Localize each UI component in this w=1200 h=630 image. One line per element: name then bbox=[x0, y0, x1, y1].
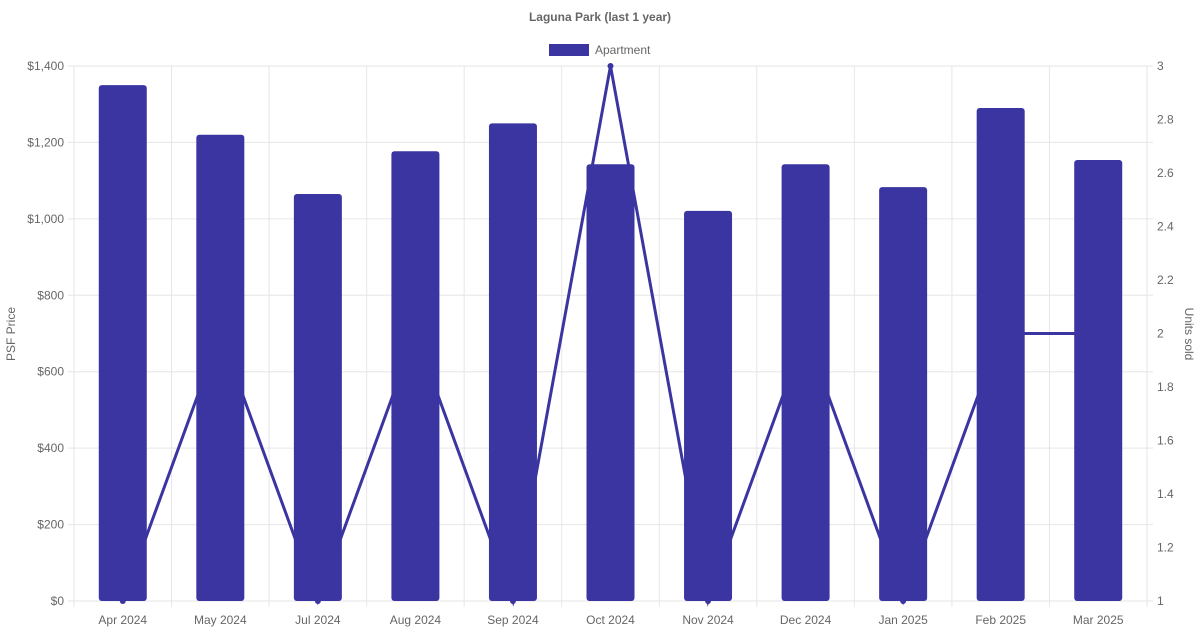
line-point bbox=[217, 330, 224, 337]
y-left-tick-label: $800 bbox=[37, 288, 64, 302]
x-tick-label: Jul 2024 bbox=[295, 613, 341, 627]
y-right-tick-label: 1.8 bbox=[1157, 380, 1174, 394]
y-right-tick-label: 1 bbox=[1157, 594, 1164, 608]
bar bbox=[684, 210, 733, 601]
y-right-tick-label: 2 bbox=[1157, 327, 1164, 341]
bar bbox=[391, 151, 440, 602]
x-tick-label: Jan 2025 bbox=[878, 613, 928, 627]
line-point bbox=[802, 330, 809, 337]
y-left-tick-label: $1,400 bbox=[27, 59, 64, 73]
line-point bbox=[900, 598, 907, 604]
line-point bbox=[509, 598, 516, 604]
bar bbox=[488, 123, 537, 602]
line-point bbox=[997, 330, 1004, 337]
chart-title: Laguna Park (last 1 year) bbox=[529, 10, 671, 24]
bar bbox=[879, 187, 928, 601]
legend-label-apartment[interactable]: Apartment bbox=[595, 43, 651, 57]
bar bbox=[196, 134, 245, 602]
x-axis: Apr 2024 May 2024 Jul 2024 Aug 2024 Sep 2024… bbox=[98, 613, 1123, 627]
legend[interactable]: Apartment bbox=[549, 43, 651, 57]
line-point bbox=[119, 598, 126, 604]
y-right-tick-label: 2.4 bbox=[1157, 220, 1174, 234]
bar bbox=[293, 194, 342, 601]
y-left-tick-label: $0 bbox=[51, 594, 65, 608]
bar bbox=[1074, 160, 1123, 601]
x-tick-label: Sep 2024 bbox=[487, 613, 539, 627]
x-tick-label: Dec 2024 bbox=[780, 613, 832, 627]
y-right-tick-label: 1.2 bbox=[1157, 541, 1174, 555]
bar bbox=[586, 164, 635, 602]
line-point bbox=[412, 330, 419, 337]
y-left-tick-label: $200 bbox=[37, 518, 64, 532]
x-tick-label: Apr 2024 bbox=[98, 613, 147, 627]
y-right-tick-label: 2.6 bbox=[1157, 166, 1174, 180]
bar bbox=[976, 108, 1025, 602]
y-axis-right-title: Units sold bbox=[1182, 308, 1196, 361]
legend-swatch-apartment[interactable] bbox=[549, 44, 589, 56]
y-right-tick-label: 1.4 bbox=[1157, 487, 1174, 501]
x-tick-label: Oct 2024 bbox=[586, 613, 635, 627]
y-right-tick-label: 3 bbox=[1157, 59, 1164, 73]
x-tick-label: May 2024 bbox=[194, 613, 247, 627]
x-tick-label: Aug 2024 bbox=[390, 613, 442, 627]
x-tick-label: Feb 2025 bbox=[975, 613, 1026, 627]
line-point bbox=[1095, 330, 1102, 337]
y-axis-left-title: PSF Price bbox=[4, 307, 18, 361]
line-point bbox=[705, 598, 712, 604]
x-tick-label: Mar 2025 bbox=[1073, 613, 1124, 627]
line-point bbox=[607, 63, 614, 69]
y-left-tick-label: $400 bbox=[37, 441, 64, 455]
x-tick-label: Nov 2024 bbox=[682, 613, 734, 627]
line-point bbox=[314, 598, 321, 604]
y-axis-right: 1 1.2 1.4 1.6 1.8 2 2.2 2.4 2.6 2.8 3 bbox=[1157, 59, 1174, 608]
y-left-tick-label: $1,000 bbox=[27, 212, 64, 226]
y-axis-left: $0 $200 $400 $600 $800 $1,000 $1,200 $1,400 bbox=[27, 59, 64, 608]
y-left-tick-label: $1,200 bbox=[27, 135, 64, 149]
y-left-tick-label: $600 bbox=[37, 365, 64, 379]
line-series bbox=[119, 63, 1102, 607]
bar bbox=[781, 164, 830, 602]
y-right-tick-label: 2.2 bbox=[1157, 273, 1174, 287]
y-right-tick-label: 2.8 bbox=[1157, 113, 1174, 127]
y-right-tick-label: 1.6 bbox=[1157, 434, 1174, 448]
bar bbox=[98, 85, 147, 602]
bar-series bbox=[98, 85, 1123, 602]
